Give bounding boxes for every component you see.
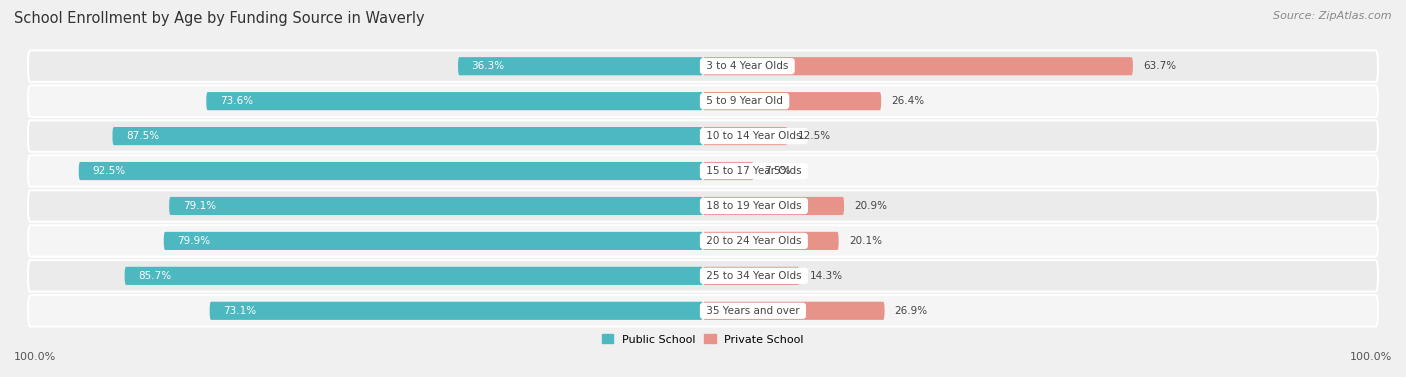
FancyBboxPatch shape	[207, 92, 703, 110]
Text: 35 Years and over: 35 Years and over	[703, 306, 803, 316]
FancyBboxPatch shape	[703, 197, 844, 215]
Text: 36.3%: 36.3%	[471, 61, 505, 71]
Text: 100.0%: 100.0%	[1350, 352, 1392, 362]
FancyBboxPatch shape	[169, 197, 703, 215]
Text: 79.9%: 79.9%	[177, 236, 211, 246]
FancyBboxPatch shape	[163, 232, 703, 250]
Legend: Public School, Private School: Public School, Private School	[598, 330, 808, 349]
Text: 20.1%: 20.1%	[849, 236, 882, 246]
FancyBboxPatch shape	[28, 225, 1378, 257]
FancyBboxPatch shape	[28, 260, 1378, 291]
Text: 100.0%: 100.0%	[14, 352, 56, 362]
FancyBboxPatch shape	[112, 127, 703, 145]
FancyBboxPatch shape	[703, 162, 754, 180]
FancyBboxPatch shape	[28, 155, 1378, 187]
Text: 92.5%: 92.5%	[93, 166, 125, 176]
FancyBboxPatch shape	[28, 51, 1378, 82]
FancyBboxPatch shape	[28, 190, 1378, 222]
FancyBboxPatch shape	[125, 267, 703, 285]
Text: 73.1%: 73.1%	[224, 306, 256, 316]
FancyBboxPatch shape	[703, 127, 787, 145]
Text: 3 to 4 Year Olds: 3 to 4 Year Olds	[703, 61, 792, 71]
FancyBboxPatch shape	[79, 162, 703, 180]
Text: 20 to 24 Year Olds: 20 to 24 Year Olds	[703, 236, 804, 246]
Text: 7.5%: 7.5%	[763, 166, 790, 176]
Text: Source: ZipAtlas.com: Source: ZipAtlas.com	[1274, 11, 1392, 21]
Text: 73.6%: 73.6%	[219, 96, 253, 106]
Text: 26.4%: 26.4%	[891, 96, 924, 106]
FancyBboxPatch shape	[703, 57, 1133, 75]
Text: 79.1%: 79.1%	[183, 201, 215, 211]
Text: 85.7%: 85.7%	[138, 271, 172, 281]
Text: 25 to 34 Year Olds: 25 to 34 Year Olds	[703, 271, 804, 281]
Text: 87.5%: 87.5%	[127, 131, 159, 141]
Text: 15 to 17 Year Olds: 15 to 17 Year Olds	[703, 166, 804, 176]
FancyBboxPatch shape	[703, 267, 800, 285]
Text: 10 to 14 Year Olds: 10 to 14 Year Olds	[703, 131, 804, 141]
Text: 14.3%: 14.3%	[810, 271, 842, 281]
FancyBboxPatch shape	[703, 302, 884, 320]
Text: School Enrollment by Age by Funding Source in Waverly: School Enrollment by Age by Funding Sour…	[14, 11, 425, 26]
Text: 18 to 19 Year Olds: 18 to 19 Year Olds	[703, 201, 804, 211]
Text: 20.9%: 20.9%	[855, 201, 887, 211]
FancyBboxPatch shape	[28, 86, 1378, 117]
Text: 5 to 9 Year Old: 5 to 9 Year Old	[703, 96, 786, 106]
Text: 63.7%: 63.7%	[1143, 61, 1177, 71]
FancyBboxPatch shape	[703, 232, 838, 250]
FancyBboxPatch shape	[458, 57, 703, 75]
FancyBboxPatch shape	[28, 120, 1378, 152]
Text: 26.9%: 26.9%	[894, 306, 928, 316]
FancyBboxPatch shape	[703, 92, 882, 110]
FancyBboxPatch shape	[28, 295, 1378, 326]
Text: 12.5%: 12.5%	[797, 131, 831, 141]
FancyBboxPatch shape	[209, 302, 703, 320]
